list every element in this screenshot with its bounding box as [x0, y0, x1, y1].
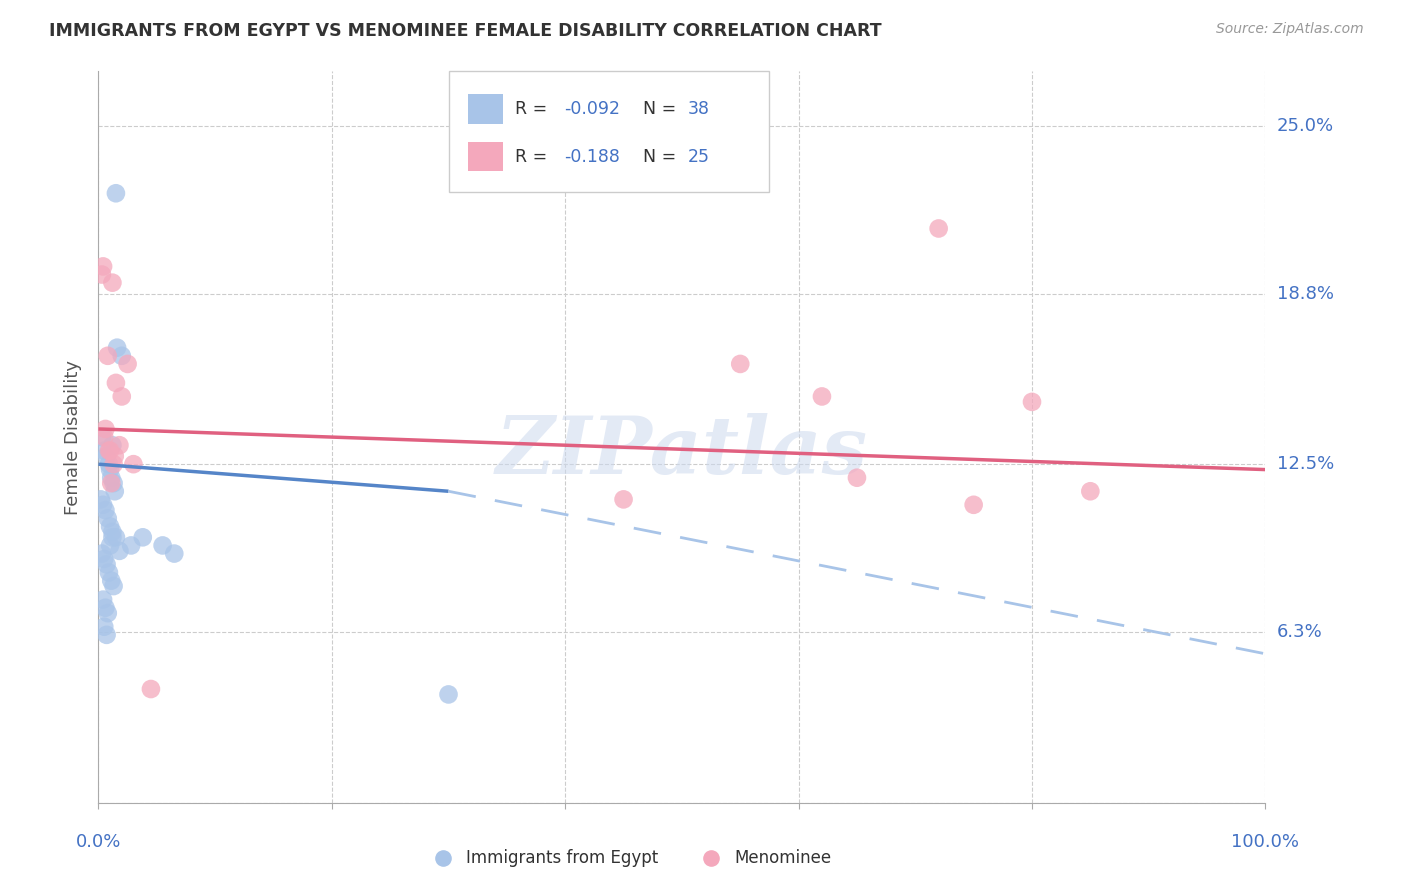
Point [105, 341, 128, 355]
Text: 6.3%: 6.3% [1277, 624, 1322, 641]
Point [96, 558, 118, 572]
Point [103, 476, 125, 491]
Text: 100.0%: 100.0% [1232, 833, 1299, 851]
Point [730, 357, 752, 371]
Point [1080, 484, 1102, 499]
Text: 0.0%: 0.0% [76, 833, 121, 851]
Point [91, 498, 114, 512]
Point [139, 681, 162, 696]
Text: -0.188: -0.188 [564, 148, 620, 166]
Point [101, 438, 124, 452]
Point [98, 538, 121, 552]
Text: Immigrants from Egypt: Immigrants from Egypt [465, 848, 658, 867]
Point [100, 574, 122, 588]
Point [98, 462, 121, 476]
Point [962, 498, 984, 512]
Point [90, 430, 112, 444]
Text: 38: 38 [688, 100, 710, 118]
Point [108, 438, 131, 452]
Point [104, 376, 127, 390]
Point [90, 797, 112, 812]
Point [103, 457, 125, 471]
Point [132, 530, 155, 544]
Point [120, 538, 142, 552]
Point [90, 547, 112, 561]
Point [96, 449, 118, 463]
Bar [468, 142, 503, 171]
Point [97, 443, 120, 458]
Text: N =: N = [644, 148, 682, 166]
Point [98, 519, 121, 533]
Point [104, 484, 127, 499]
Point [97, 566, 120, 580]
Point [928, 221, 950, 235]
Point [111, 349, 134, 363]
Text: Source: ZipAtlas.com: Source: ZipAtlas.com [1216, 22, 1364, 37]
Point [96, 628, 118, 642]
FancyBboxPatch shape [449, 71, 769, 192]
Point [93, 797, 115, 812]
Bar [468, 95, 503, 124]
Point [104, 449, 127, 463]
Point [97, 457, 120, 471]
Text: ZIPatlas: ZIPatlas [496, 413, 868, 491]
Text: 25: 25 [688, 148, 710, 166]
Point [93, 443, 115, 458]
Text: -0.092: -0.092 [564, 100, 620, 118]
Point [1021, 395, 1043, 409]
Text: N =: N = [644, 100, 682, 118]
Point [101, 530, 124, 544]
Point [437, 688, 460, 702]
Point [91, 260, 114, 274]
Point [93, 552, 115, 566]
Point [90, 492, 112, 507]
Text: R =: R = [515, 148, 553, 166]
Point [94, 503, 117, 517]
Point [97, 606, 120, 620]
Point [811, 389, 834, 403]
Point [612, 492, 634, 507]
Point [93, 430, 115, 444]
Point [94, 422, 117, 436]
Text: 12.5%: 12.5% [1277, 455, 1334, 473]
Point [94, 600, 117, 615]
Point [100, 471, 122, 485]
Point [97, 511, 120, 525]
Point [93, 620, 115, 634]
Point [103, 579, 125, 593]
Point [100, 476, 122, 491]
Point [108, 544, 131, 558]
Point [846, 471, 869, 485]
Text: 25.0%: 25.0% [1277, 117, 1334, 135]
Text: 18.8%: 18.8% [1277, 285, 1333, 302]
Point [101, 276, 124, 290]
Point [101, 524, 124, 539]
Point [98, 443, 121, 458]
Text: R =: R = [515, 100, 553, 118]
Point [163, 547, 186, 561]
Point [111, 389, 134, 403]
Point [91, 592, 114, 607]
Point [122, 457, 145, 471]
Point [104, 186, 127, 201]
Point [90, 268, 112, 282]
Point [152, 538, 174, 552]
Point [97, 349, 120, 363]
Y-axis label: Female Disability: Female Disability [65, 359, 83, 515]
Point [117, 357, 139, 371]
Text: IMMIGRANTS FROM EGYPT VS MENOMINEE FEMALE DISABILITY CORRELATION CHART: IMMIGRANTS FROM EGYPT VS MENOMINEE FEMAL… [49, 22, 882, 40]
Text: Menominee: Menominee [734, 848, 831, 867]
Point [104, 530, 127, 544]
